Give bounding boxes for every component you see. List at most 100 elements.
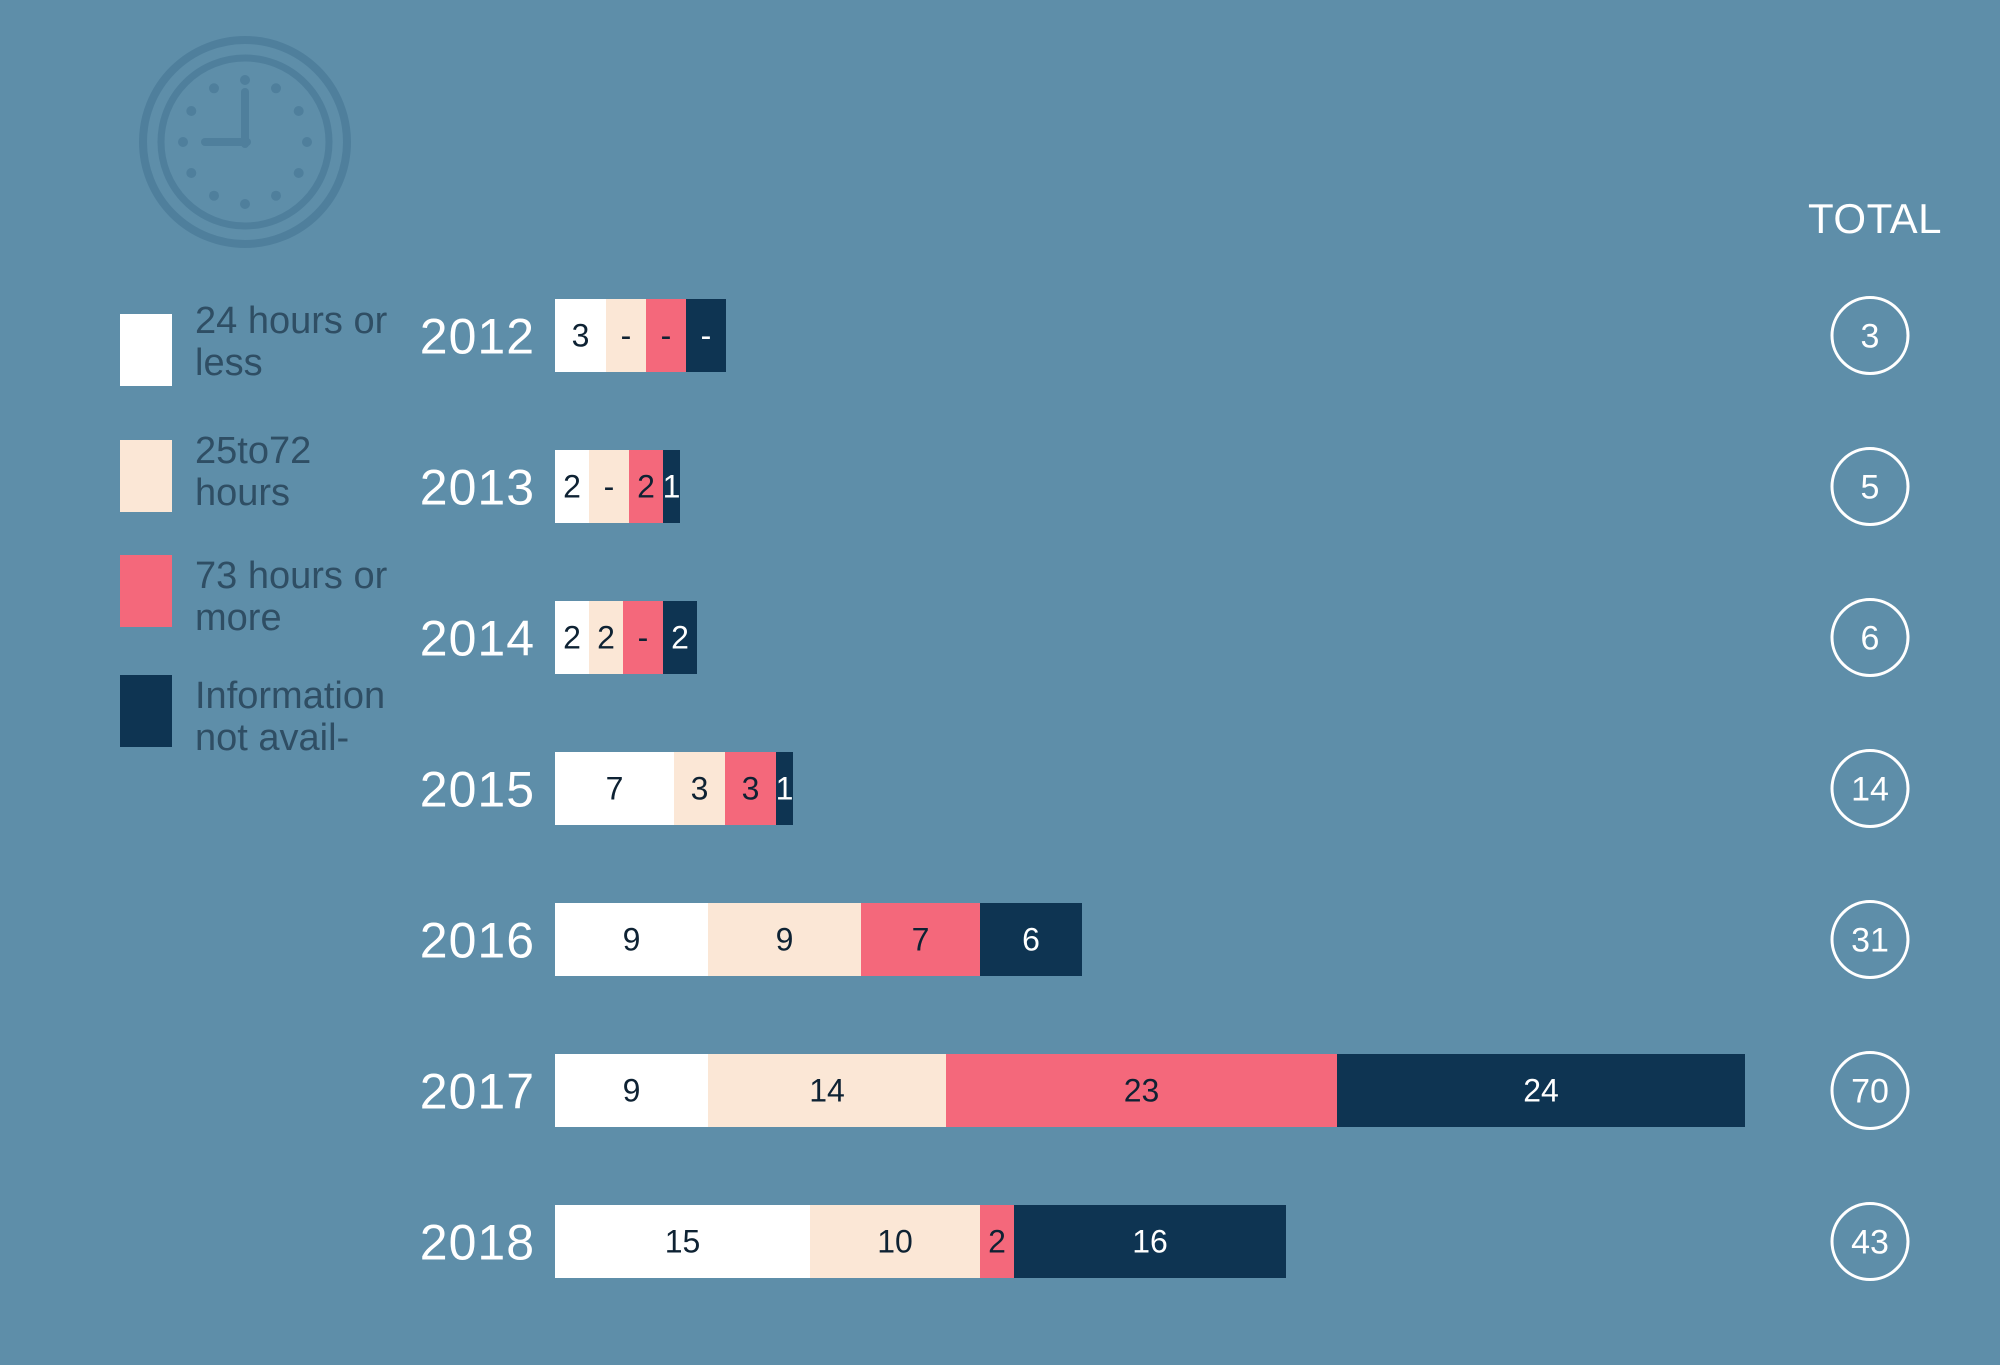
clock-tick bbox=[293, 168, 304, 178]
bar-segment-2014-series-1 bbox=[589, 601, 623, 674]
year-labels: 2012 2013 2014 2015 2016 2017 2018 bbox=[420, 309, 535, 1271]
bar-value-label: - bbox=[638, 620, 649, 656]
clock-tick bbox=[186, 106, 197, 116]
clock-tick bbox=[178, 137, 188, 147]
bar-value-label: 9 bbox=[776, 922, 794, 958]
clock-tick bbox=[271, 190, 281, 201]
bar-value-label: - bbox=[701, 318, 712, 354]
clock-tick bbox=[240, 75, 250, 85]
bar-value-label: 24 bbox=[1523, 1073, 1559, 1109]
legend-swatch bbox=[120, 440, 172, 512]
bar-value-label: 7 bbox=[912, 922, 930, 958]
total-circle-2015 bbox=[1830, 749, 1910, 828]
bar-value-label: 2 bbox=[563, 620, 581, 656]
total-circle-2014 bbox=[1830, 598, 1910, 677]
bar-value-label: 7 bbox=[606, 771, 624, 807]
total-circle-2016 bbox=[1830, 900, 1910, 979]
bar-segment-2018-series-3 bbox=[1014, 1205, 1286, 1278]
legend-label: 24 hours or less bbox=[195, 300, 388, 384]
year-label-2014: 2014 bbox=[420, 611, 535, 667]
legend-swatch bbox=[120, 555, 172, 627]
bar-value-label: 6 bbox=[1022, 922, 1040, 958]
bar-segment-2016-series-2 bbox=[861, 903, 980, 976]
total-circle-2012 bbox=[1830, 296, 1910, 375]
bar-value-label: 1 bbox=[663, 469, 681, 505]
year-label-2016: 2016 bbox=[420, 913, 535, 969]
bar-segment-2013-series-3 bbox=[663, 450, 680, 523]
bar-segment-2018-series-2 bbox=[980, 1205, 1014, 1278]
clock-icon bbox=[139, 36, 351, 248]
bar-segment-2012-series-0 bbox=[555, 299, 606, 372]
total-circle-2018 bbox=[1830, 1202, 1910, 1281]
bar-value-label: 16 bbox=[1132, 1224, 1168, 1260]
clock-tick bbox=[271, 83, 281, 94]
bar-segment-2014-series-0 bbox=[555, 601, 589, 674]
bar-segment-2013-series-1 bbox=[589, 450, 629, 523]
clock-tick bbox=[293, 106, 304, 116]
bar-value-label: 9 bbox=[623, 922, 641, 958]
total-header: TOTAL bbox=[1808, 195, 1942, 242]
bar-value-label: 2 bbox=[597, 620, 615, 656]
clock-tick bbox=[209, 83, 219, 94]
bar-value-label: 3 bbox=[742, 771, 760, 807]
bar-value-label: 15 bbox=[665, 1224, 701, 1260]
total-circle-2013 bbox=[1830, 447, 1910, 526]
bar-value-label: 3 bbox=[572, 318, 590, 354]
bar-segment-2012-series-2 bbox=[646, 299, 686, 372]
total-value-2018: 43 bbox=[1851, 1224, 1889, 1262]
year-label-2017: 2017 bbox=[420, 1064, 535, 1120]
legend-label: 73 hours or more bbox=[195, 555, 388, 639]
bar-segment-2015-series-3 bbox=[776, 752, 793, 825]
bar-segment-2015-series-0 bbox=[555, 752, 674, 825]
total-value-2015: 14 bbox=[1851, 771, 1889, 809]
bar-value-label: 9 bbox=[623, 1073, 641, 1109]
bar-value-label: 10 bbox=[877, 1224, 913, 1260]
bar-value-label: 14 bbox=[809, 1073, 845, 1109]
total-value-2013: 5 bbox=[1861, 469, 1880, 507]
clock-tick bbox=[209, 190, 219, 201]
total-value-2017: 70 bbox=[1851, 1073, 1889, 1111]
bar-segment-2016-series-0 bbox=[555, 903, 708, 976]
totals-column: 3 5 6 14 31 70 43 bbox=[1830, 296, 1910, 1281]
bar-value-label: 2 bbox=[988, 1224, 1006, 1260]
year-label-2013: 2013 bbox=[420, 460, 535, 516]
bar-value-label: 3 bbox=[691, 771, 709, 807]
year-label-2015: 2015 bbox=[420, 762, 535, 818]
legend-swatch bbox=[120, 675, 172, 747]
bar-segment-2014-series-3 bbox=[663, 601, 697, 674]
bar-segment-2018-series-1 bbox=[810, 1205, 980, 1278]
bar-value-label: 2 bbox=[637, 469, 655, 505]
bar-segment-2014-series-2 bbox=[623, 601, 663, 674]
bar-segment-2017-series-3 bbox=[1337, 1054, 1745, 1127]
legend-swatch bbox=[120, 314, 172, 386]
bar-segment-2017-series-0 bbox=[555, 1054, 708, 1127]
year-label-2012: 2012 bbox=[420, 309, 535, 365]
bar-value-label: 2 bbox=[563, 469, 581, 505]
bar-segment-2016-series-3 bbox=[980, 903, 1082, 976]
year-label-2018: 2018 bbox=[420, 1215, 535, 1271]
bar-segment-2013-series-0 bbox=[555, 450, 589, 523]
bar-segment-2012-series-1 bbox=[606, 299, 646, 372]
bar-segment-2013-series-2 bbox=[629, 450, 663, 523]
bar-segment-2012-series-3 bbox=[686, 299, 726, 372]
total-value-2012: 3 bbox=[1861, 318, 1880, 356]
bar-segment-2017-series-1 bbox=[708, 1054, 946, 1127]
bar-value-label: - bbox=[604, 469, 615, 505]
bar-value-label: 23 bbox=[1124, 1073, 1160, 1109]
clock-tick bbox=[240, 199, 250, 209]
bar-value-label: - bbox=[661, 318, 672, 354]
bar-segment-2015-series-2 bbox=[725, 752, 776, 825]
bar-value-label: - bbox=[621, 318, 632, 354]
clock-tick bbox=[186, 168, 197, 178]
bar-value-label: 1 bbox=[776, 771, 794, 807]
legend-label: 25to72 hours bbox=[195, 430, 312, 514]
bar-segment-2016-series-1 bbox=[708, 903, 861, 976]
bar-value-label: 2 bbox=[671, 620, 689, 656]
legend-label: Information not avail- bbox=[195, 675, 386, 759]
total-value-2014: 6 bbox=[1861, 620, 1880, 658]
bar-segment-2017-series-2 bbox=[946, 1054, 1337, 1127]
bar-segment-2015-series-1 bbox=[674, 752, 725, 825]
